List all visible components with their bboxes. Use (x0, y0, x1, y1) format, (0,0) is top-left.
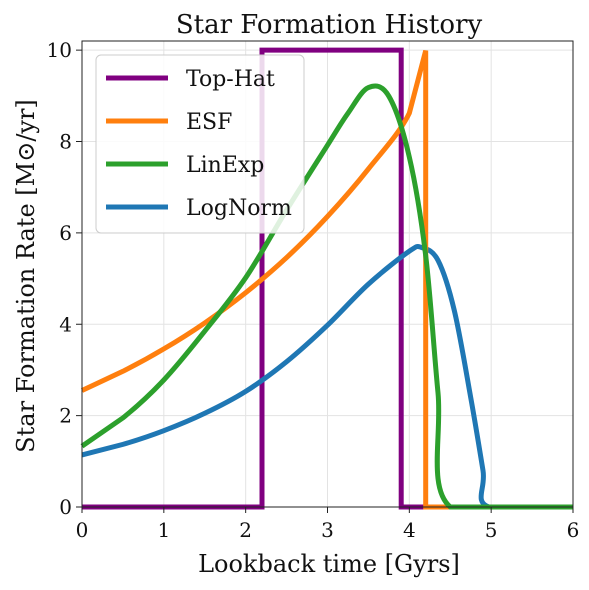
y-tick-label-4: 8 (59, 130, 72, 154)
x-tick-label-1: 1 (157, 518, 170, 542)
series-line-linexp (80, 83, 573, 510)
series-line-lognorm (81, 243, 573, 510)
legend-label-esf: ESF (186, 110, 232, 135)
y-tick-label-5: 10 (47, 38, 72, 62)
y-tick-label-2: 4 (59, 312, 72, 336)
series-line-esf (80, 49, 573, 510)
legend-label-linexp: LinExp (186, 153, 264, 178)
x-tick-label-3: 3 (321, 518, 334, 542)
x-tick-label-2: 2 (239, 518, 252, 542)
y-tick-label-1: 2 (59, 404, 72, 428)
y-tick-label-0: 0 (59, 495, 72, 519)
x-tick-label-0: 0 (76, 518, 89, 542)
legend: Top-Hat ESF LinExp LogNorm (95, 54, 305, 234)
y-tick-label-3: 6 (59, 221, 72, 245)
x-tick-label-6: 6 (567, 518, 580, 542)
y-axis-label: Star Formation Rate [M⊙/yr] (12, 99, 40, 453)
x-tick-label-4: 4 (403, 518, 416, 542)
x-axis-label: Lookback time [Gyrs] (198, 550, 460, 578)
axis-ticks: 0 1 2 3 4 5 6 0 2 4 6 8 10 (47, 38, 580, 542)
legend-label-lognorm: LogNorm (186, 196, 292, 221)
x-tick-label-5: 5 (485, 518, 498, 542)
legend-label-top-hat: Top-Hat (186, 67, 275, 92)
legend-box (95, 54, 305, 234)
chart-title: Star Formation History (176, 10, 483, 40)
